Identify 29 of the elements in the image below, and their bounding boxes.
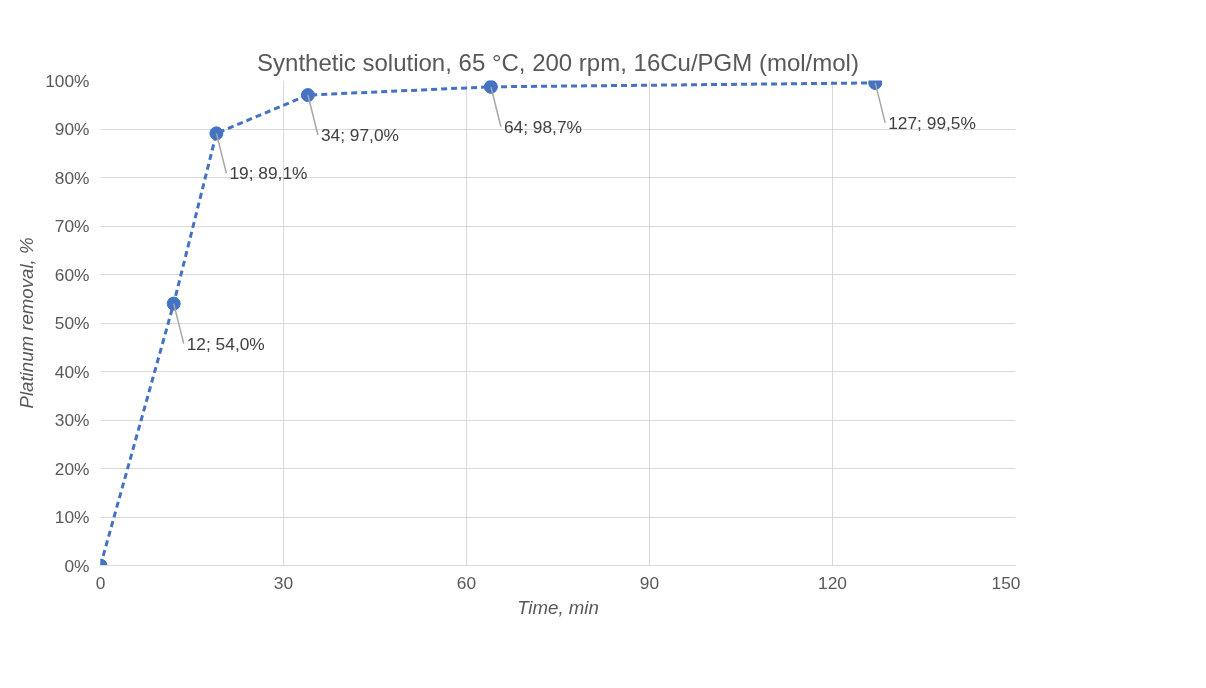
y-axis-title: Platinum removal, %: [16, 237, 38, 409]
y-tick-label: 50%: [54, 313, 90, 333]
y-tick-label: 30%: [54, 410, 90, 430]
x-tick-label: 60: [456, 572, 477, 593]
data-label: 127; 99,5%: [888, 112, 976, 133]
y-tick-label: 20%: [54, 458, 90, 479]
point: [483, 80, 498, 94]
x-tick-label: 150: [991, 572, 1021, 593]
y-tick-label: 80%: [54, 167, 90, 188]
point: [300, 88, 315, 103]
y-tick-label: 60%: [54, 264, 90, 285]
data-label: 19; 89,1%: [229, 163, 308, 184]
x-tick-label: 0: [95, 572, 106, 593]
data-label: 12; 54,0%: [186, 333, 265, 354]
y-tick-label: 0%: [64, 555, 90, 576]
x-tick-label: 90: [639, 572, 660, 593]
y-tick-label: 100%: [45, 70, 90, 91]
chart-title: Synthetic solution, 65 °C, 200 rpm, 16Cu/PGM (mol/mol): [257, 48, 859, 76]
data-label: 64; 98,7%: [503, 116, 582, 137]
y-tick-label: 70%: [54, 216, 90, 236]
y-tick-label: 10%: [54, 507, 90, 527]
point: [209, 126, 224, 141]
y-tick-label: 40%: [54, 361, 90, 382]
x-tick-label: 30: [273, 572, 294, 593]
y-tick-label: 90%: [54, 119, 90, 139]
data-label: 34; 97,0%: [320, 125, 399, 146]
x-tick-label: 120: [818, 572, 847, 593]
x-axis-title: Time, min: [517, 596, 599, 618]
point: [166, 296, 181, 311]
